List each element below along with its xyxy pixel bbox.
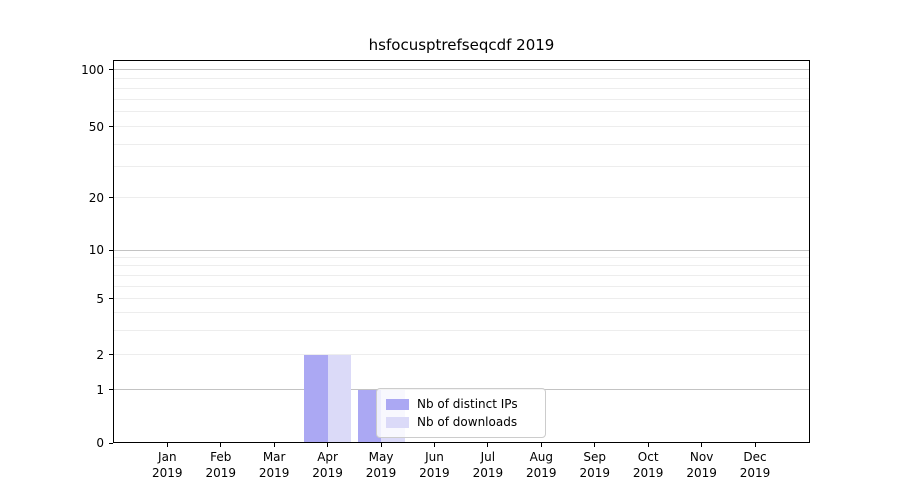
x-axis-tick (594, 443, 596, 447)
x-axis-tick-label: Jun 2019 (404, 449, 464, 481)
x-axis-tick (701, 443, 703, 447)
y-axis-tick (109, 298, 113, 300)
gridline-major (113, 249, 810, 251)
gridline-minor (113, 354, 810, 356)
x-axis-tick-label: May 2019 (351, 449, 411, 481)
gridline-minor (113, 285, 810, 287)
x-axis-tick (166, 443, 168, 447)
x-tick-month: Apr (317, 450, 338, 464)
x-tick-year: 2019 (579, 466, 610, 480)
x-axis-tick (754, 443, 756, 447)
bar-nb-of-distinct-ips-apr (304, 354, 328, 443)
y-axis-tick (109, 354, 113, 356)
x-tick-month: Jul (480, 450, 496, 464)
y-axis-tick (109, 389, 113, 391)
x-axis-tick-label: Jul 2019 (458, 449, 518, 481)
gridline-minor (113, 298, 810, 300)
x-axis-tick-label: Apr 2019 (298, 449, 358, 481)
legend-label: Nb of distinct IPs (417, 397, 518, 411)
x-axis-tick (540, 443, 542, 447)
gridline-minor (113, 166, 810, 168)
x-tick-month: Oct (637, 450, 659, 464)
x-tick-month: Aug (529, 450, 554, 464)
x-axis-tick (327, 443, 329, 447)
x-axis-tick (220, 443, 222, 447)
y-axis-tick-label: 10 (88, 243, 104, 257)
x-tick-month: Feb (210, 450, 232, 464)
x-tick-year: 2019 (152, 466, 183, 480)
y-axis-tick (109, 126, 113, 128)
legend-item: Nb of downloads (386, 413, 535, 431)
x-axis-tick-label: Dec 2019 (725, 449, 785, 481)
x-axis-tick (380, 443, 382, 447)
y-axis-tick-label: 20 (88, 190, 104, 205)
x-axis-tick (647, 443, 649, 447)
x-tick-year: 2019 (312, 466, 343, 480)
x-tick-year: 2019 (632, 466, 664, 480)
y-axis-tick-label: 100 (81, 62, 104, 77)
y-axis-tick-label: 0 (96, 436, 104, 450)
y-axis-tick-label: 50 (88, 119, 104, 134)
x-axis-tick (433, 443, 435, 447)
x-axis-tick-label: Aug 2019 (511, 449, 571, 481)
legend-swatch-icon (386, 398, 409, 410)
y-axis-tick (109, 69, 113, 71)
legend-item: Nb of distinct IPs (386, 395, 535, 413)
x-tick-year: 2019 (365, 466, 397, 480)
x-tick-month: Jun (425, 450, 444, 464)
y-axis-tick (109, 197, 113, 199)
y-axis-tick-label: 5 (96, 291, 104, 306)
legend-label: Nb of downloads (417, 415, 518, 429)
gridline-minor (113, 329, 810, 331)
bar-nb-of-distinct-ips-may (357, 389, 382, 443)
chart-title: hsfocusptrefseqcdf 2019 (368, 36, 555, 54)
y-axis-tick-label: 1 (96, 382, 104, 397)
gridline-minor (113, 143, 810, 145)
gridline-minor (113, 98, 810, 100)
x-tick-year: 2019 (739, 466, 771, 480)
bar-nb-of-downloads-apr (327, 354, 352, 443)
y-axis-tick (109, 249, 113, 251)
y-axis-tick (109, 442, 113, 444)
x-axis-tick-label: Sep 2019 (565, 449, 625, 481)
y-axis-tick-label: 2 (96, 347, 104, 362)
x-tick-year: 2019 (686, 466, 717, 480)
x-axis-tick-label: Feb 2019 (191, 449, 251, 481)
gridline-minor (113, 312, 810, 314)
x-tick-month: Dec (743, 450, 767, 464)
x-tick-year: 2019 (472, 466, 504, 480)
legend-swatch-icon (386, 416, 409, 428)
x-axis-tick-label: Oct 2019 (618, 449, 678, 481)
x-axis-tick (273, 443, 275, 447)
x-tick-month: Jan (158, 450, 177, 464)
x-tick-month: Mar (262, 450, 286, 464)
gridline-minor (113, 265, 810, 267)
gridline-minor (113, 274, 810, 276)
x-tick-year: 2019 (419, 466, 450, 480)
plot-area (113, 60, 810, 443)
legend: Nb of distinct IPs Nb of downloads (376, 388, 546, 438)
gridline-minor (113, 197, 810, 199)
x-tick-year: 2019 (205, 466, 236, 480)
x-tick-year: 2019 (258, 466, 290, 480)
x-axis-tick (487, 443, 489, 447)
gridline-minor (113, 256, 810, 258)
x-tick-month: Nov (689, 450, 714, 464)
gridline-major (113, 69, 810, 71)
x-tick-month: May (368, 450, 394, 464)
x-tick-year: 2019 (526, 466, 557, 480)
x-tick-month: Sep (583, 450, 607, 464)
gridline-minor (113, 87, 810, 89)
gridline-minor (113, 111, 810, 113)
x-axis-tick-label: Nov 2019 (672, 449, 732, 481)
gridline-minor (113, 78, 810, 80)
x-axis-tick-label: Mar 2019 (244, 449, 304, 481)
gridline-minor (113, 126, 810, 128)
x-axis-tick-label: Jan 2019 (137, 449, 197, 481)
